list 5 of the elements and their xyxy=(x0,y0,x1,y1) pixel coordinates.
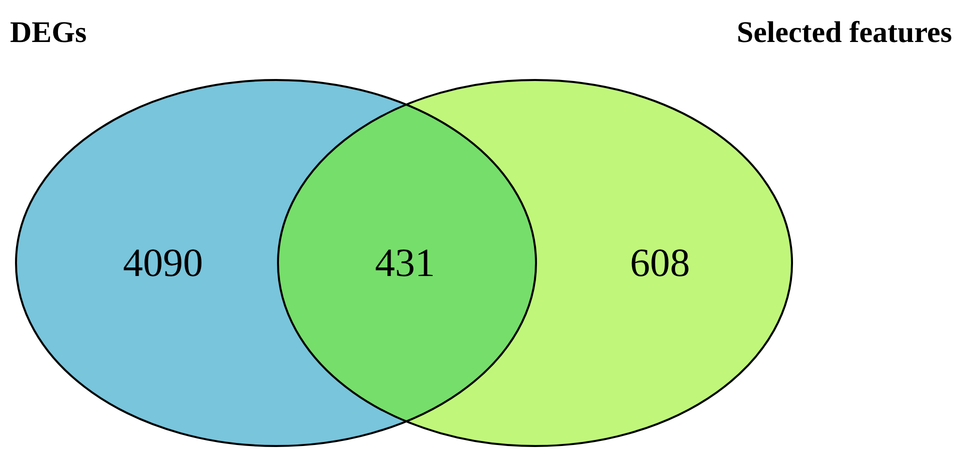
data-label: 608 xyxy=(630,240,690,285)
text: DEGs xyxy=(10,16,87,49)
data-label: 431 xyxy=(375,240,435,285)
data-label: 4090 xyxy=(123,240,203,285)
text: Selected features xyxy=(736,16,952,49)
